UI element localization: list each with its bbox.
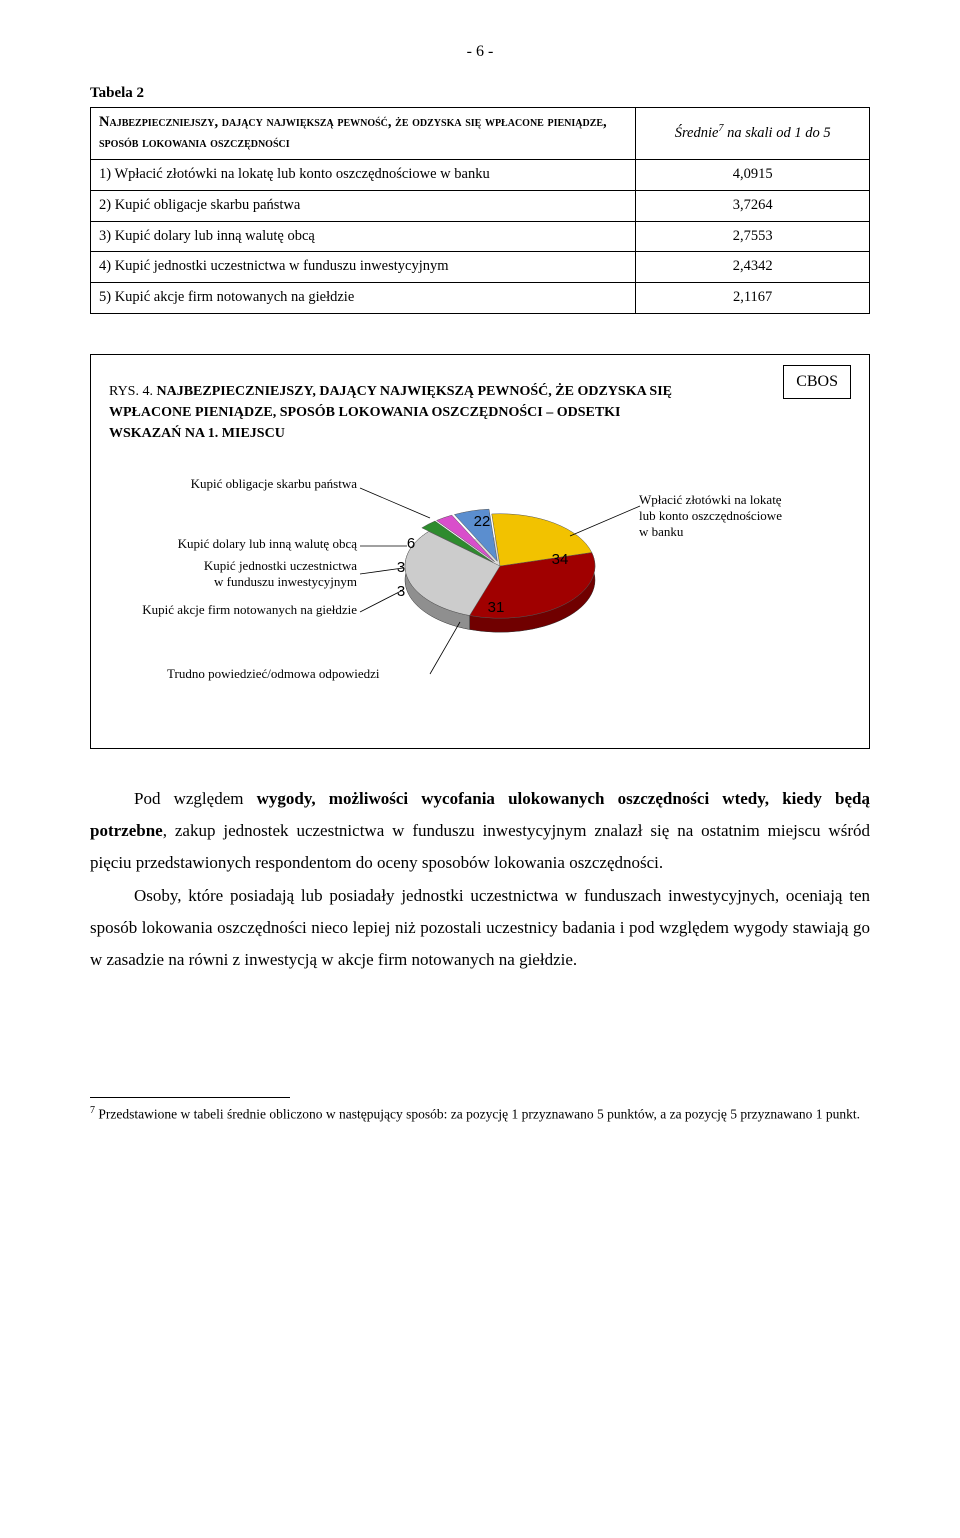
table-2: Najbezpieczniejszy, dający największą pe…: [90, 107, 870, 314]
svg-text:3: 3: [397, 559, 405, 576]
body-text: Pod względem wygody, możliwości wycofani…: [90, 783, 870, 977]
table-cell-value: 3,7264: [636, 190, 870, 221]
table-row: 3) Kupić dolary lub inną walutę obcą2,75…: [91, 221, 870, 252]
table-cell-value: 2,7553: [636, 221, 870, 252]
table-row: 2) Kupić obligacje skarbu państwa3,7264: [91, 190, 870, 221]
svg-text:34: 34: [552, 551, 569, 568]
figure-box: CBOS RYS. 4. NAJBEZPIECZNIEJSZY, DAJĄCY …: [90, 354, 870, 749]
pie-label-jednostki: Kupić jednostki uczestnictwaw funduszu i…: [117, 558, 357, 591]
table-cell-label: 3) Kupić dolary lub inną walutę obcą: [91, 221, 636, 252]
figure-title: RYS. 4. NAJBEZPIECZNIEJSZY, DAJĄCY NAJWI…: [109, 381, 689, 444]
footnote-separator: [90, 1097, 290, 1098]
table-row: 4) Kupić jednostki uczestnictwa w fundus…: [91, 252, 870, 283]
pie-label-trudno: Trudno powiedzieć/odmowa odpowiedzi: [167, 666, 437, 682]
svg-text:22: 22: [474, 513, 491, 530]
table-cell-label: 5) Kupić akcje firm notowanych na giełdz…: [91, 283, 636, 314]
table-label: Tabela 2: [90, 82, 870, 105]
cbos-badge: CBOS: [783, 365, 851, 399]
pie-label-akcje: Kupić akcje firm notowanych na giełdzie: [117, 602, 357, 618]
svg-text:3: 3: [397, 583, 405, 600]
table-cell-value: 2,1167: [636, 283, 870, 314]
table-header-right: Średnie7 na skali od 1 do 5: [636, 107, 870, 160]
table-cell-label: 1) Wpłacić złotówki na lokatę lub konto …: [91, 160, 636, 191]
pie-label-dolary: Kupić dolary lub inną walutę obcą: [117, 536, 357, 552]
page-number: - 6 -: [90, 40, 870, 64]
pie-chart: Kupić obligacje skarbu państwa Kupić dol…: [109, 466, 851, 726]
svg-text:6: 6: [407, 535, 415, 552]
table-cell-value: 2,4342: [636, 252, 870, 283]
svg-text:31: 31: [488, 599, 505, 616]
pie-label-obligacje: Kupić obligacje skarbu państwa: [117, 476, 357, 492]
footnote: 7 Przedstawione w tabeli średnie obliczo…: [90, 1104, 870, 1124]
paragraph-1: Pod względem wygody, możliwości wycofani…: [90, 783, 870, 880]
pie-label-zlotowki: Wpłacić złotówki na lokatęlub konto oszc…: [639, 492, 859, 541]
table-cell-value: 4,0915: [636, 160, 870, 191]
table-row: 5) Kupić akcje firm notowanych na giełdz…: [91, 283, 870, 314]
table-header-left: Najbezpieczniejszy, dający największą pe…: [91, 107, 636, 160]
table-cell-label: 4) Kupić jednostki uczestnictwa w fundus…: [91, 252, 636, 283]
table-row: 1) Wpłacić złotówki na lokatę lub konto …: [91, 160, 870, 191]
table-cell-label: 2) Kupić obligacje skarbu państwa: [91, 190, 636, 221]
paragraph-2: Osoby, które posiadają lub posiadały jed…: [90, 880, 870, 977]
